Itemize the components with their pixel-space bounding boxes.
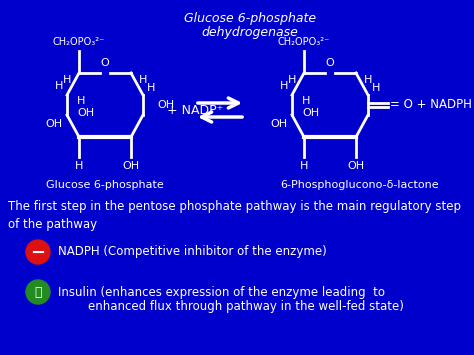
Text: Insulin (enhances expression of the enzyme leading  to: Insulin (enhances expression of the enzy… — [58, 286, 385, 299]
Text: Glucose 6-phosphate: Glucose 6-phosphate — [46, 180, 164, 190]
Text: OH: OH — [77, 108, 94, 118]
Text: H: H — [372, 83, 380, 93]
Text: OH: OH — [271, 119, 288, 129]
Text: O: O — [326, 58, 334, 68]
Text: NADPH (Competitive inhibitor of the enzyme): NADPH (Competitive inhibitor of the enzy… — [58, 246, 327, 258]
Circle shape — [26, 240, 50, 264]
Text: dehydrogenase: dehydrogenase — [201, 26, 299, 39]
Text: OH: OH — [46, 119, 63, 129]
Text: CH₂OPO₃²⁻: CH₂OPO₃²⁻ — [278, 37, 330, 47]
Text: H: H — [77, 96, 85, 106]
Text: H: H — [139, 75, 147, 85]
Text: OH: OH — [347, 161, 365, 171]
Text: H: H — [288, 75, 296, 85]
Text: 6-Phosphoglucono-δ-lactone: 6-Phosphoglucono-δ-lactone — [281, 180, 439, 190]
Text: H: H — [302, 96, 310, 106]
Text: OH: OH — [122, 161, 139, 171]
Text: O: O — [100, 58, 109, 68]
Text: H: H — [364, 75, 373, 85]
Text: OH: OH — [302, 108, 319, 118]
Text: enhanced flux through pathway in the well-fed state): enhanced flux through pathway in the wel… — [58, 300, 404, 313]
Text: CH₂OPO₃²⁻: CH₂OPO₃²⁻ — [53, 37, 105, 47]
Text: H: H — [55, 81, 63, 91]
Text: H: H — [147, 83, 155, 93]
Text: H: H — [300, 161, 308, 171]
Text: H: H — [75, 161, 83, 171]
Text: = O + NADPH + H⁺: = O + NADPH + H⁺ — [390, 98, 474, 111]
Text: −: − — [30, 244, 46, 262]
Text: The first step in the pentose phosphate pathway is the main regulatory step
of t: The first step in the pentose phosphate … — [8, 200, 461, 231]
Text: 🌲: 🌲 — [34, 286, 42, 300]
Text: H: H — [280, 81, 288, 91]
Text: + NADP⁺: + NADP⁺ — [167, 104, 223, 116]
Text: OH: OH — [157, 100, 174, 110]
Text: Glucose 6-phosphate: Glucose 6-phosphate — [184, 12, 316, 25]
Circle shape — [26, 280, 50, 304]
Text: H: H — [63, 75, 71, 85]
